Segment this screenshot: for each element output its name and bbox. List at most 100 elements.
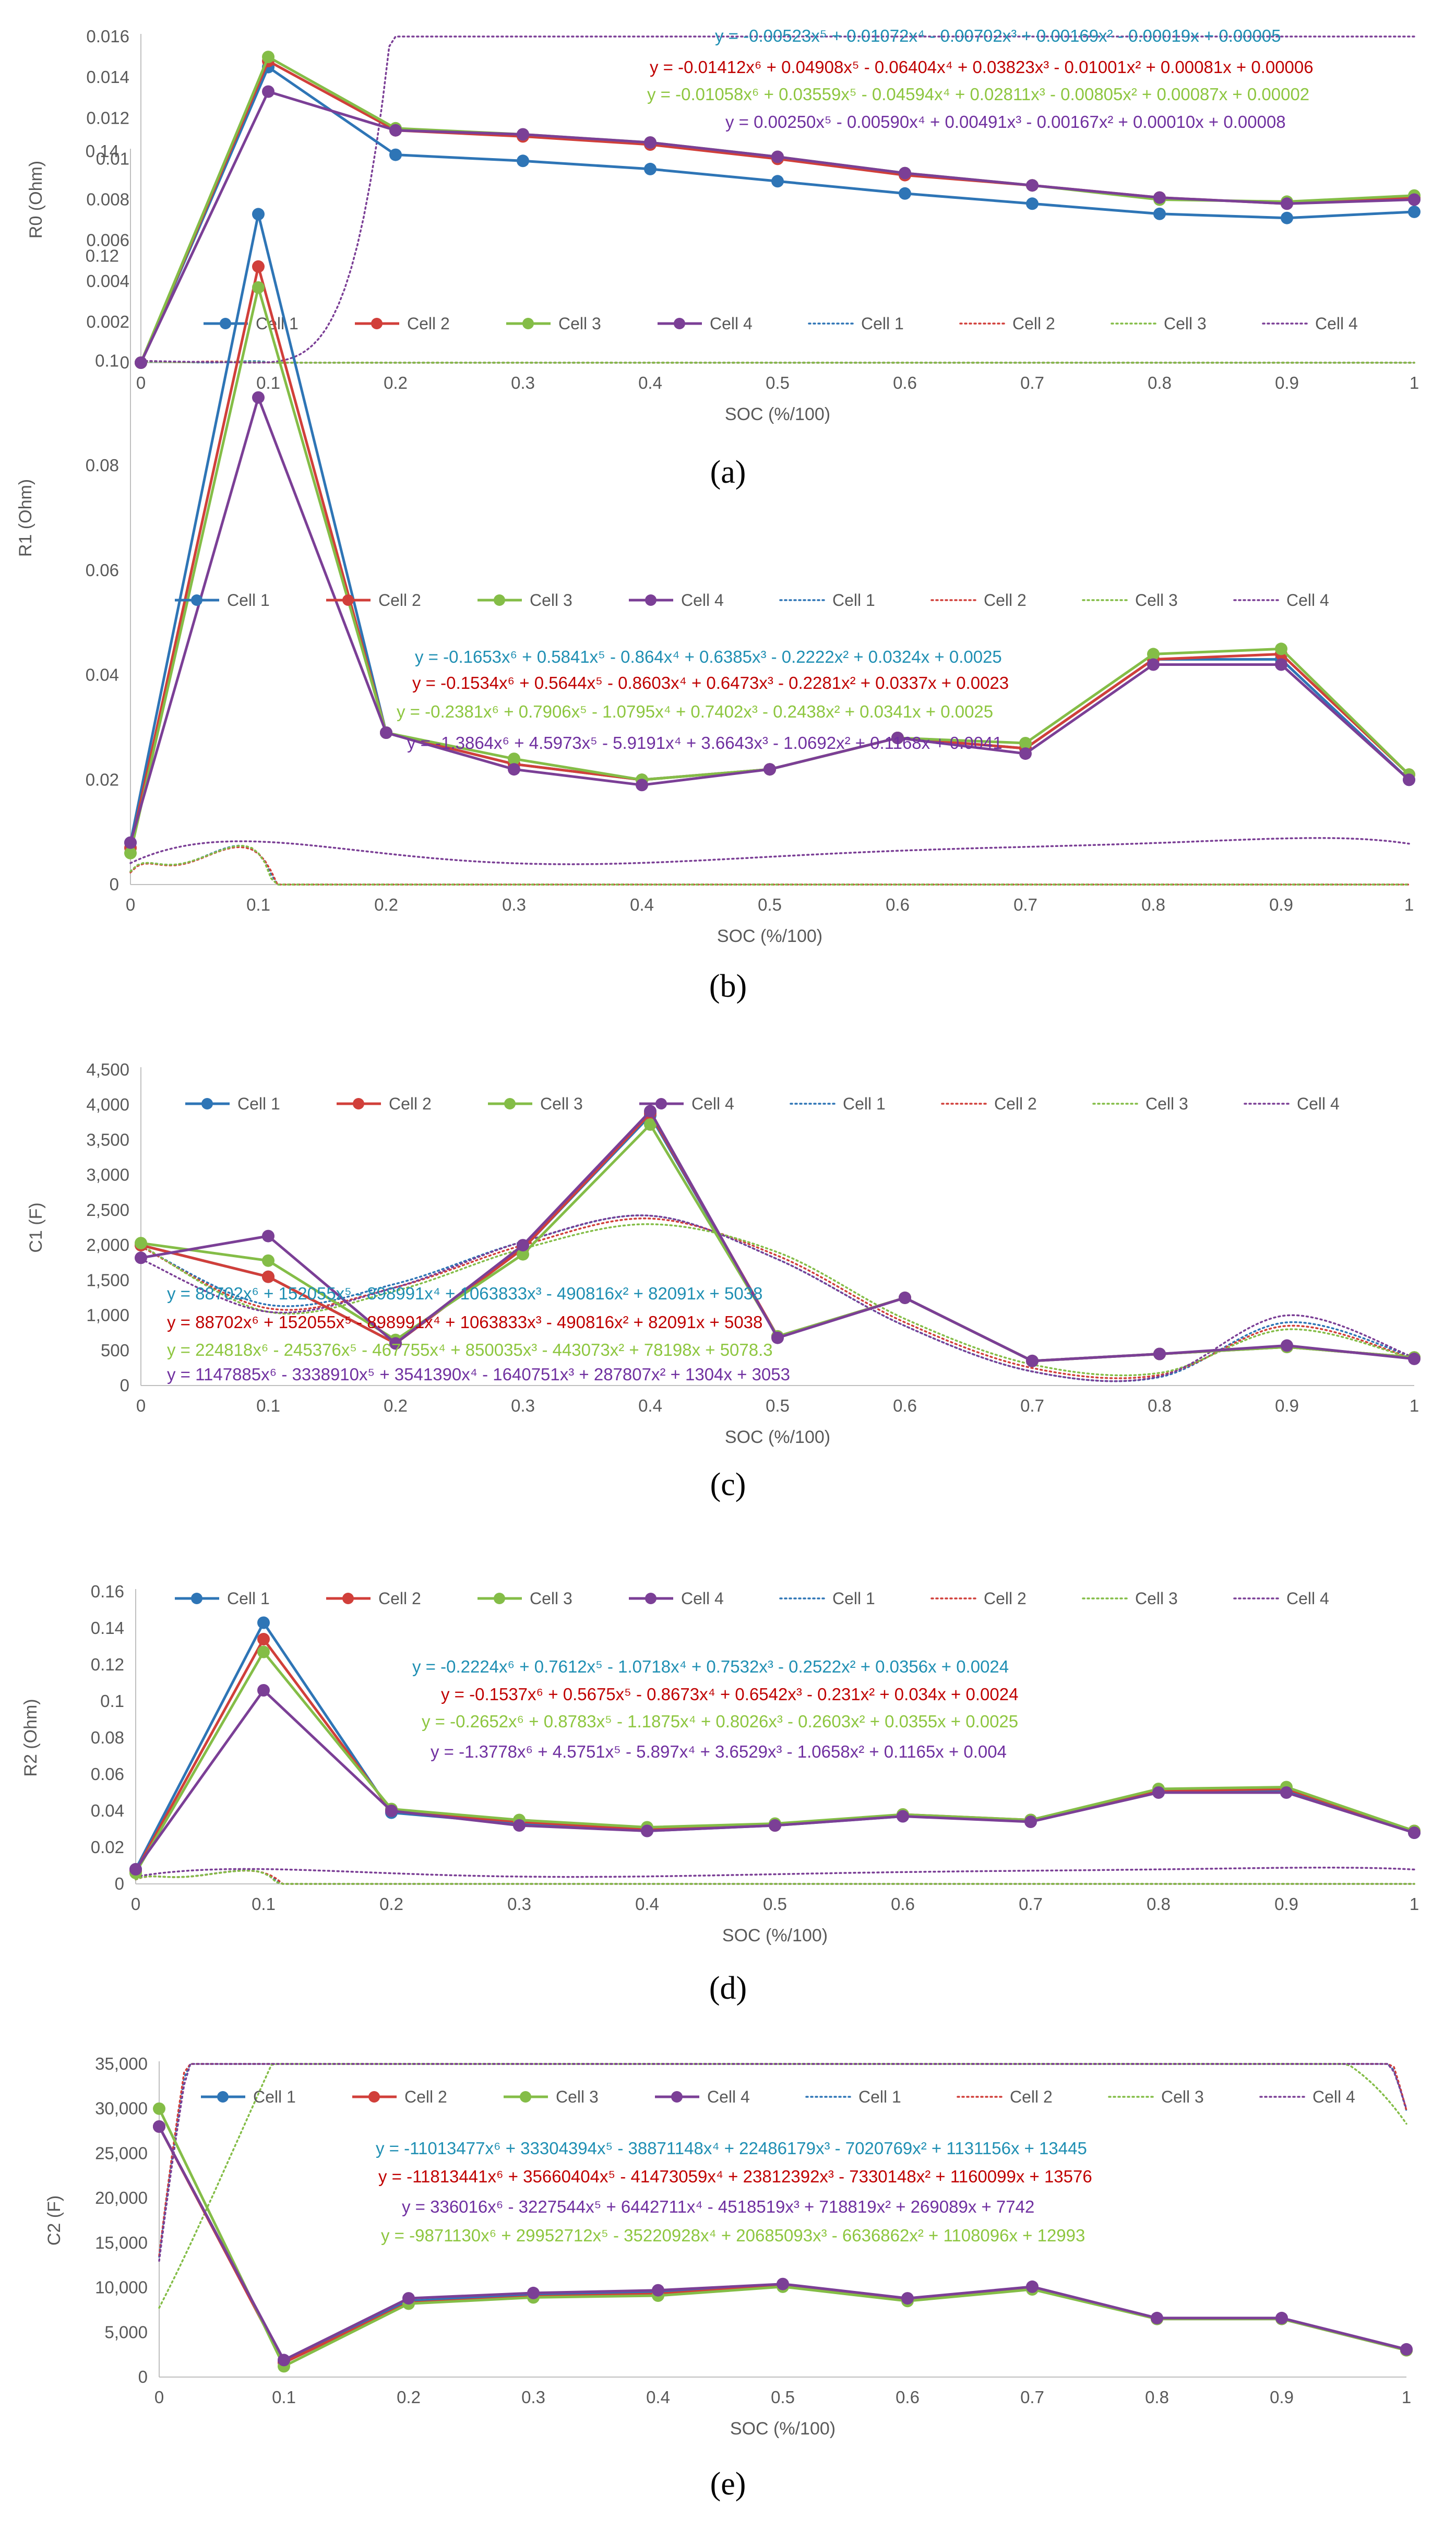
y-tick-label: 3,500 [86, 1130, 129, 1149]
x-tick-label: 0.8 [1148, 1396, 1172, 1415]
trendline-equation: y = -0.01058x⁶ + 0.03559x⁵ - 0.04594x⁴ +… [647, 85, 1309, 104]
data-point [1400, 2343, 1413, 2356]
y-tick-label: 25,000 [95, 2143, 148, 2163]
legend-item: Cell 3 [1108, 2087, 1204, 2106]
y-tick-label: 0.014 [86, 67, 129, 87]
trendline-cell-1 [135, 1869, 1415, 1885]
y-tick-label: 1,000 [86, 1306, 129, 1325]
y-axis-title: C2 (F) [44, 2195, 64, 2246]
data-point [135, 1251, 147, 1264]
legend-item: Cell 3 [1082, 1589, 1178, 1608]
legend-marker-dot [191, 594, 202, 606]
legend-label: Cell 3 [1135, 1589, 1178, 1608]
data-point [644, 1105, 657, 1118]
data-point [771, 150, 784, 163]
data-point [901, 2292, 914, 2305]
y-tick-label: 0.12 [91, 1655, 124, 1674]
legend-item: Cell 2 [326, 591, 421, 610]
x-tick-label: 0.7 [1019, 1894, 1043, 1914]
legend-label: Cell 2 [378, 591, 421, 610]
equation-group: y = -11013477x⁶ + 33304394x⁵ - 38871148x… [376, 2139, 1092, 2245]
trendline-equation: y = -9871130x⁶ + 29952712x⁵ - 35220928x⁴… [381, 2226, 1085, 2245]
x-tick-label: 0 [131, 1894, 140, 1914]
data-point [899, 1291, 911, 1304]
x-tick-label: 0.4 [635, 1894, 659, 1914]
data-point [252, 260, 265, 273]
trendline-equation: y = 336016x⁶ - 3227544x⁵ + 6442711x⁴ - 4… [402, 2197, 1034, 2216]
x-tick-label: 0 [136, 1396, 146, 1415]
x-tick-label: 0.6 [891, 1894, 915, 1914]
data-point [135, 356, 147, 369]
trendline-equation: y = 88702x⁶ + 152055x⁵ - 898991x⁴ + 1063… [167, 1284, 762, 1303]
chart-panel-4: 0 0.02 0.04 0.06 0.08 0.1 0.12 0.14 0.16 0 0.1 0.2 0… [21, 1582, 1421, 1945]
x-tick-label: 0.9 [1274, 1894, 1298, 1914]
legend-item: Cell 1 [790, 1094, 886, 1113]
data-point [1408, 1352, 1421, 1365]
x-axis-title: SOC (%/100) [725, 404, 830, 424]
legend-marker-dot [368, 2091, 380, 2103]
data-point [252, 208, 265, 221]
data-point [1026, 1354, 1039, 1367]
legend-label: Cell 1 [227, 1589, 270, 1608]
y-axis-title: R2 (Ohm) [21, 1699, 41, 1776]
x-tick-label: 0.5 [766, 1396, 790, 1415]
x-axis-title: SOC (%/100) [725, 1427, 830, 1447]
y-tick-label: 0 [120, 353, 129, 372]
x-tick-label: 0.1 [256, 1396, 280, 1415]
data-point [257, 1645, 270, 1658]
trendline-group [140, 35, 1415, 364]
legend-item: Cell 4 [629, 1589, 724, 1608]
x-tick-label: 0.2 [397, 2387, 421, 2407]
x-tick-label: 0.9 [1275, 373, 1299, 392]
data-point [262, 51, 275, 64]
y-tick-label: 0.006 [86, 231, 129, 250]
data-point [153, 2120, 165, 2133]
data-point [517, 1239, 529, 1252]
x-tick-label: 0.5 [766, 373, 790, 392]
legend-marker-dot [217, 2091, 229, 2103]
y-tick-label: 0.06 [86, 560, 119, 580]
legend-label: Cell 2 [984, 591, 1027, 610]
x-tick-label: 0.1 [252, 1894, 276, 1914]
data-point [897, 1810, 909, 1823]
legend: Cell 1 Cell 2 Cell 3 Cell 4 Cell 1 Cell 2 Cell… [204, 314, 1358, 333]
panel-label: (c) [710, 1467, 746, 1502]
legend-label: Cell 2 [378, 1589, 421, 1608]
y-tick-label: 2,000 [86, 1235, 129, 1255]
x-tick-label: 0.3 [507, 1894, 531, 1914]
series-cell-4 [135, 1105, 1421, 1367]
y-tick-label: 0.14 [91, 1618, 124, 1638]
trendline-equation: y = 224818x⁶ - 245376x⁵ - 467755x⁴ + 850… [167, 1340, 773, 1359]
data-point [1153, 1347, 1166, 1360]
trendline-group [140, 1214, 1415, 1382]
x-tick-label: 0.4 [646, 2387, 670, 2407]
y-tick-label: 0.016 [86, 27, 129, 46]
legend-item: Cell 3 [478, 1589, 572, 1608]
data-point [1019, 737, 1032, 749]
data-point [1408, 193, 1421, 206]
data-point [1019, 747, 1032, 760]
data-point [641, 1824, 653, 1837]
data-point [135, 1237, 147, 1250]
legend-marker-dot [201, 1098, 213, 1109]
x-tick-label: 0.7 [1020, 373, 1044, 392]
legend-item: Cell 1 [204, 314, 299, 333]
y-tick-label: 2,500 [86, 1200, 129, 1220]
x-tick-label: 0.1 [256, 373, 280, 392]
data-point [517, 1248, 529, 1261]
legend-marker-dot [342, 1593, 354, 1604]
legend-item: Cell 4 [1244, 1094, 1340, 1113]
legend-item: Cell 3 [488, 1094, 583, 1113]
series-line [129, 396, 1410, 843]
legend-marker-dot [671, 2091, 683, 2103]
legend-label: Cell 3 [556, 2087, 599, 2106]
legend-item: Cell 3 [504, 2087, 599, 2106]
x-tick-label: 0.5 [771, 2387, 795, 2407]
x-tick-label: 0.2 [384, 1396, 408, 1415]
y-tick-label: 20,000 [95, 2188, 148, 2207]
trendline-cell-2 [129, 846, 1410, 886]
trendline-group [135, 1867, 1415, 1885]
data-point [129, 1863, 142, 1876]
legend-label: Cell 4 [1286, 1589, 1329, 1608]
x-tick-label: 1 [1410, 1396, 1419, 1415]
